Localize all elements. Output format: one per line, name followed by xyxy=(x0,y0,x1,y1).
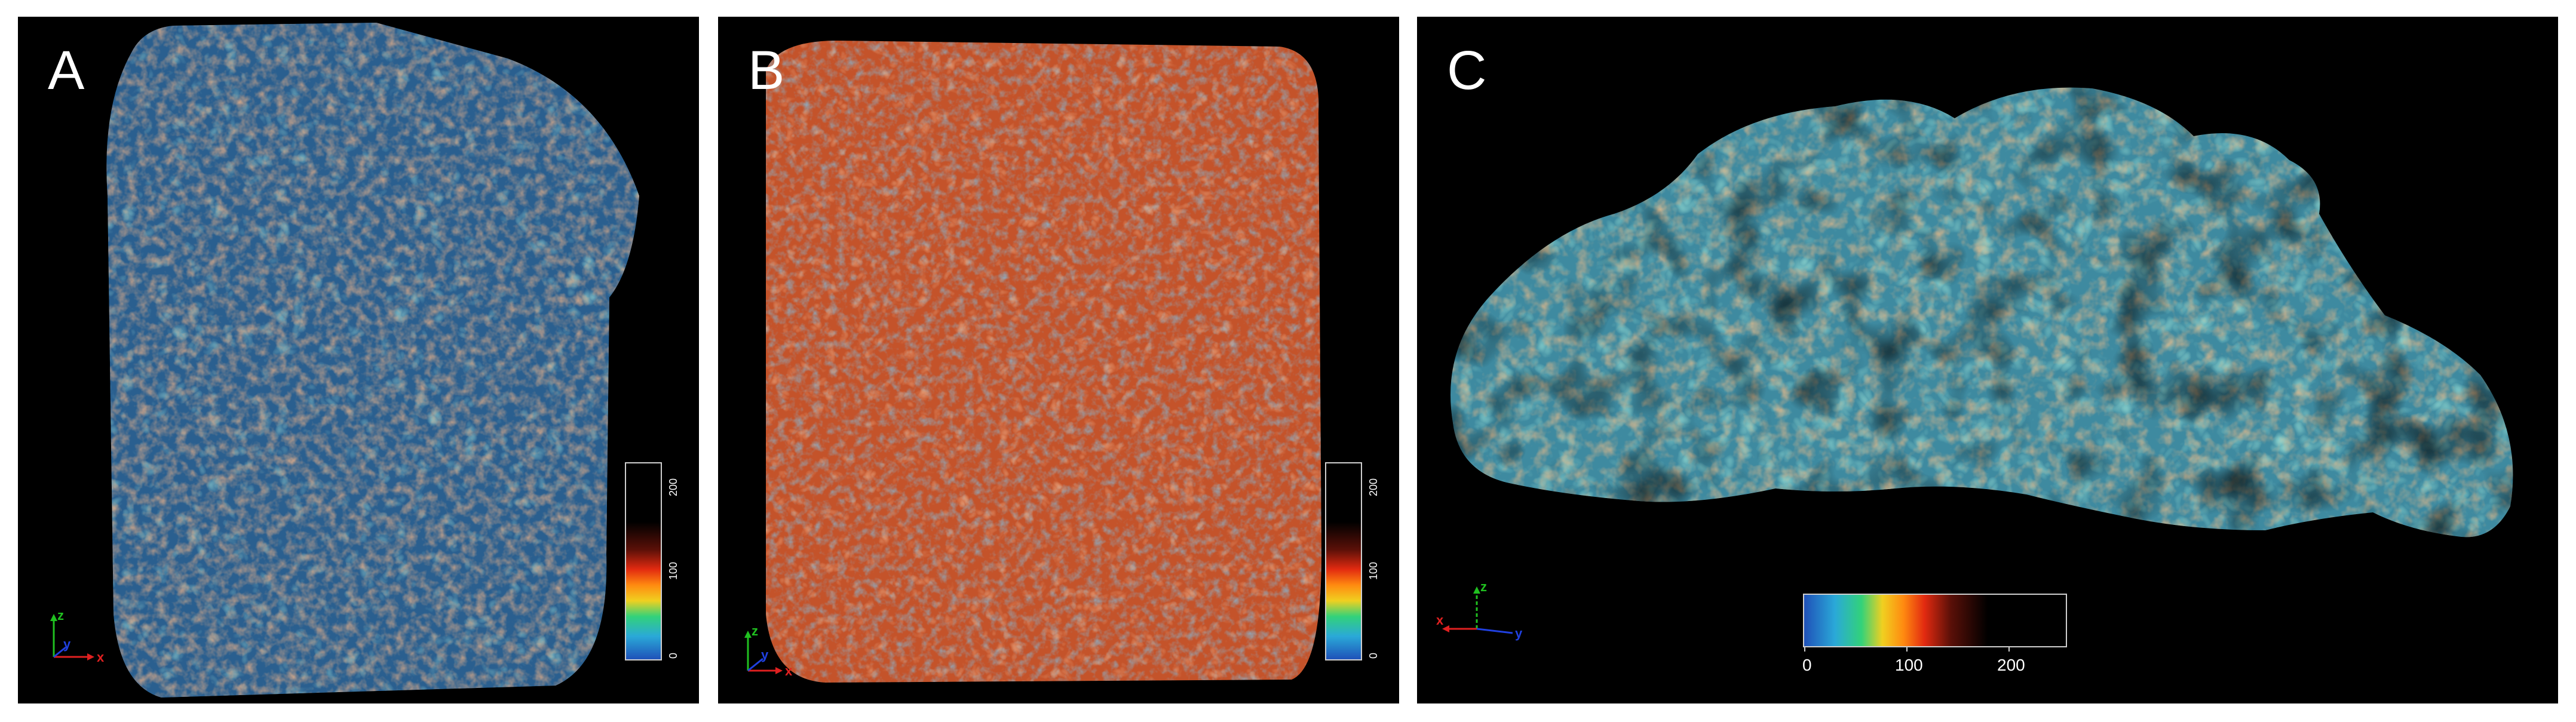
axis-x-label-c: x xyxy=(1436,613,1444,628)
axis-z-label-c: z xyxy=(1480,579,1487,594)
colorbar-c-tick-200: 200 xyxy=(1997,656,2025,674)
panel-c: C z x y 0 100 2 xyxy=(1417,17,2558,703)
colorbar-a-tick-0: 0 xyxy=(667,653,679,659)
axis-z-label-b: z xyxy=(752,623,758,638)
axis-z-label: z xyxy=(57,608,64,623)
axis-y-label-c: y xyxy=(1515,626,1523,641)
panel-a: A z x y 0 100 200 xyxy=(18,17,699,703)
colorbar-a-tick-100: 100 xyxy=(667,562,679,580)
volume-render-b xyxy=(766,41,1321,683)
colorbar-b-tick-100: 100 xyxy=(1367,562,1379,580)
panel-b: B z x y 0 100 200 xyxy=(718,17,1399,703)
axis-triad-c: z x y xyxy=(1436,579,1523,641)
axis-x-label: x xyxy=(97,650,105,665)
panel-letter-b: B xyxy=(748,40,785,101)
panel-letter-a: A xyxy=(48,40,85,101)
axis-y-label-b: y xyxy=(761,647,769,662)
colorbar-b-tick-0: 0 xyxy=(1367,653,1379,659)
colorbar-c-tick-100: 100 xyxy=(1895,656,1923,674)
axis-y-label: y xyxy=(63,637,71,652)
colorbar-b: 0 100 200 xyxy=(1325,462,1379,660)
colorbar-a: 0 100 200 xyxy=(625,462,679,660)
colorbar-b-tick-200: 200 xyxy=(1367,478,1379,496)
panel-letter-c: C xyxy=(1447,40,1487,101)
axis-triad-a: z x y xyxy=(50,608,105,665)
volume-render-a xyxy=(106,23,640,698)
axis-triad-b: z x y xyxy=(744,623,793,678)
colorbar-a-tick-200: 200 xyxy=(667,478,679,496)
colorbar-c: 0 100 200 xyxy=(1802,594,2067,674)
volume-render-c xyxy=(1450,87,2513,537)
axis-x-label-b: x xyxy=(785,663,793,678)
colorbar-c-tick-0: 0 xyxy=(1802,656,1812,674)
